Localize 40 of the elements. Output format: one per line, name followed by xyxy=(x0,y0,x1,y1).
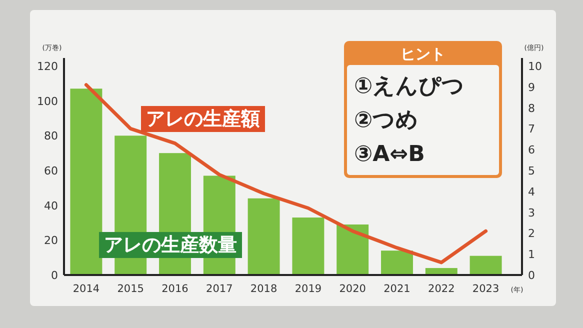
bar xyxy=(381,250,413,275)
x-tick-label: 2019 xyxy=(294,283,322,295)
annotation: ③A⇔B xyxy=(354,142,425,167)
y2-tick-label: 10 xyxy=(528,60,542,73)
y2-tick-label: 8 xyxy=(528,102,535,115)
y-tick-label: 20 xyxy=(44,234,58,248)
hint-card: ヒント ①えんぴつ ②つめ ③A⇔B xyxy=(344,41,502,178)
series-label: アレの生産額 xyxy=(146,108,260,130)
y2-tick-label: 2 xyxy=(528,227,535,240)
y2-tick-label: 1 xyxy=(528,248,535,262)
y2-tick-label: 5 xyxy=(528,164,535,178)
x-tick-label: 2015 xyxy=(117,283,144,295)
x-tick-label: 2017 xyxy=(206,283,233,295)
y-tick-label: 0 xyxy=(51,269,58,282)
annotation: ②つめ xyxy=(354,108,419,133)
bar xyxy=(292,218,324,275)
x-tick-label: 2022 xyxy=(428,283,455,295)
bar xyxy=(248,198,280,275)
y-tick-label: 40 xyxy=(44,199,58,212)
x-tick-label: 2023 xyxy=(472,283,500,295)
bar xyxy=(470,256,502,275)
y-tick-label: 80 xyxy=(44,130,58,143)
x-tick-label: 2018 xyxy=(250,283,278,295)
x-tick-label: 2014 xyxy=(72,283,100,295)
x-tick-label: 2020 xyxy=(339,283,366,295)
x-tick-label: 2016 xyxy=(162,283,189,295)
annotation: ①えんぴつ xyxy=(354,74,465,99)
series-label: アレの生産数量 xyxy=(104,234,237,256)
y2-tick-label: 4 xyxy=(528,185,535,198)
y2-tick-label: 0 xyxy=(528,269,535,282)
y2-tick-label: 7 xyxy=(528,122,535,136)
x-tick-label: 2021 xyxy=(384,283,410,295)
y2-tick-label: 3 xyxy=(528,206,535,220)
y2-tick-label: 6 xyxy=(528,144,535,157)
y-tick-label: 60 xyxy=(44,164,58,178)
y-tick-label: 100 xyxy=(37,94,58,108)
y2-tick-label: 9 xyxy=(528,80,535,94)
bar xyxy=(70,88,102,275)
y-tick-label: 120 xyxy=(37,60,58,73)
bar xyxy=(336,224,369,275)
